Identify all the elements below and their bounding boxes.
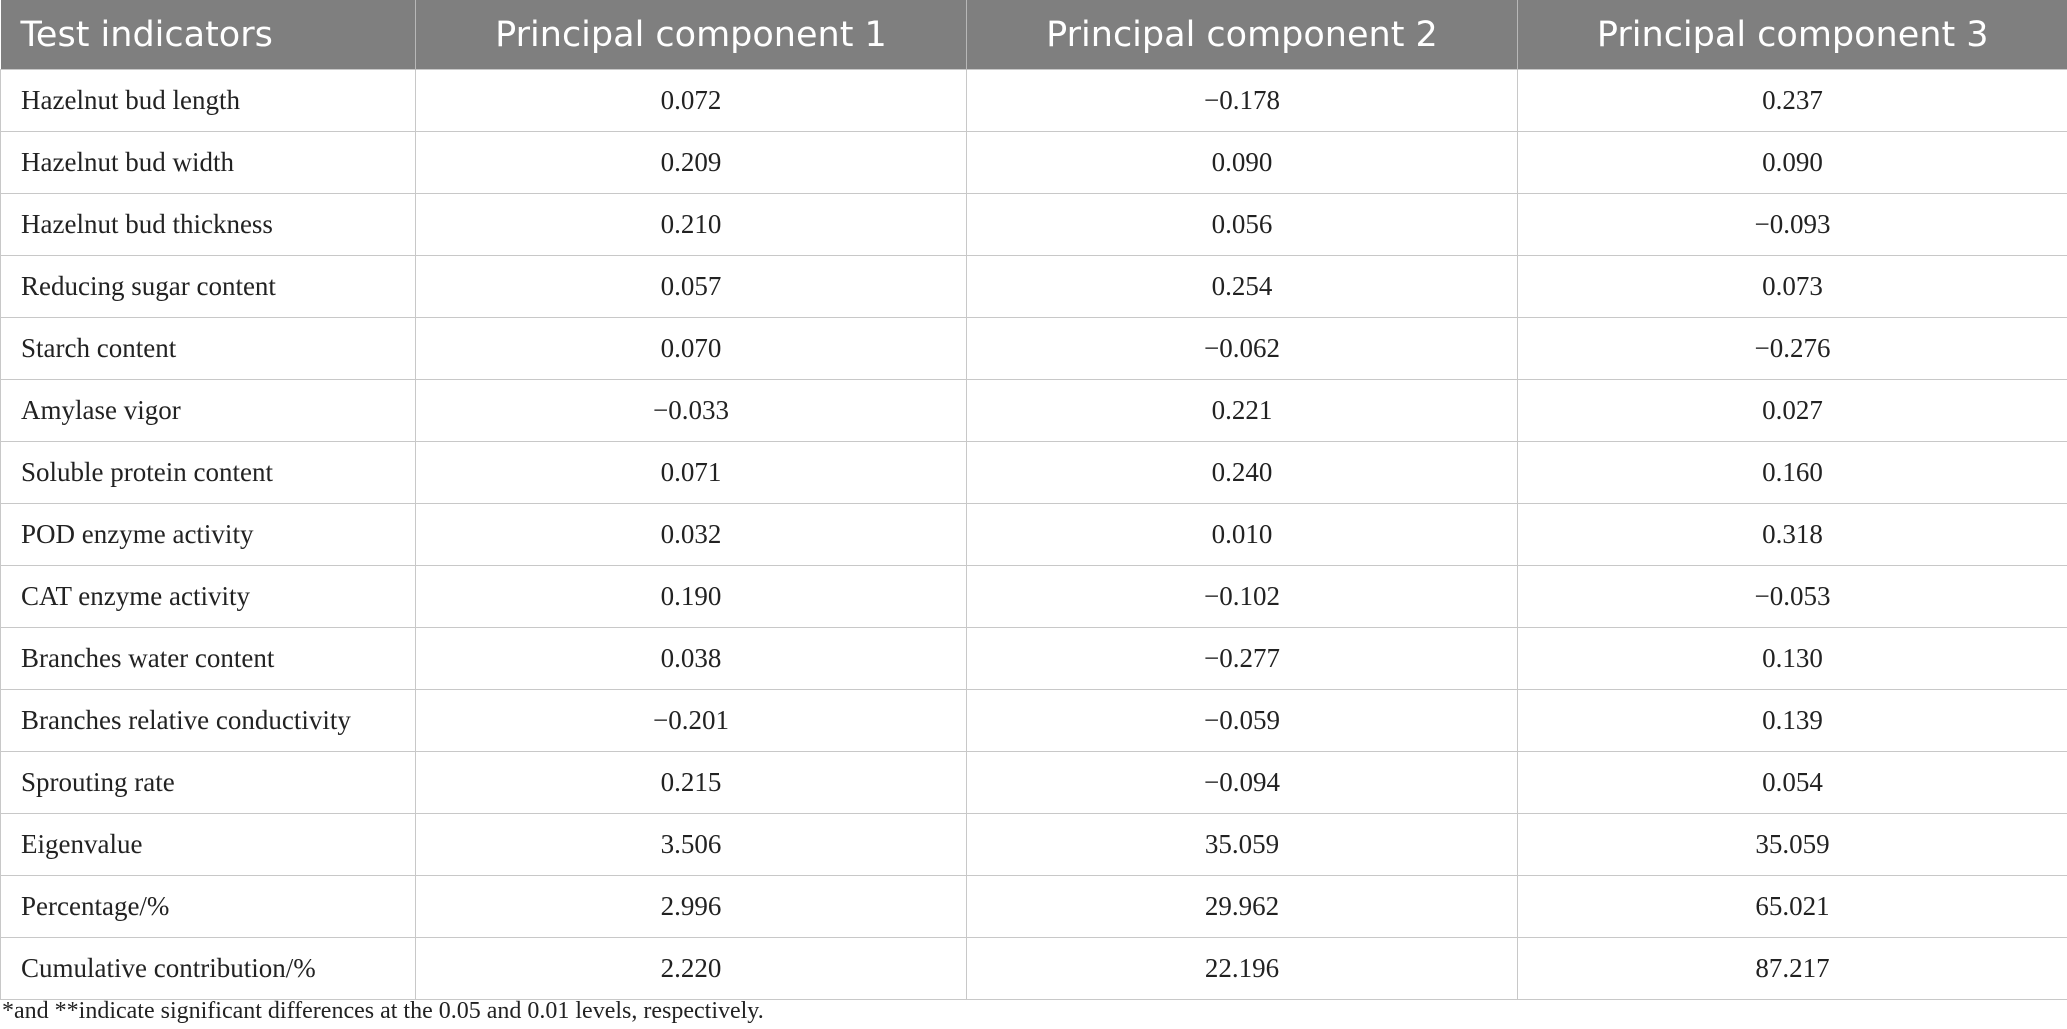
- value-cell: −0.102: [966, 565, 1518, 628]
- value-cell: 0.130: [1517, 627, 2067, 690]
- row-label-cell: Soluble protein content: [0, 441, 416, 504]
- value-cell: 87.217: [1517, 937, 2067, 1000]
- value-cell: −0.201: [415, 689, 967, 752]
- value-cell: 0.240: [966, 441, 1518, 504]
- table-row: Branches water content 0.038 −0.277 0.130: [0, 627, 2067, 690]
- row-label-cell: Hazelnut bud thickness: [0, 193, 416, 256]
- value-cell: −0.062: [966, 317, 1518, 380]
- row-label-cell: Sprouting rate: [0, 751, 416, 814]
- value-cell: −0.053: [1517, 565, 2067, 628]
- table-row: Reducing sugar content 0.057 0.254 0.073: [0, 255, 2067, 318]
- value-cell: 0.054: [1517, 751, 2067, 814]
- value-cell: −0.093: [1517, 193, 2067, 256]
- table-row: Soluble protein content 0.071 0.240 0.160: [0, 441, 2067, 504]
- value-cell: 0.318: [1517, 503, 2067, 566]
- value-cell: 0.090: [1517, 131, 2067, 194]
- table-row: CAT enzyme activity 0.190 −0.102 −0.053: [0, 565, 2067, 628]
- value-cell: 0.210: [415, 193, 967, 256]
- value-cell: 0.073: [1517, 255, 2067, 318]
- value-cell: 0.070: [415, 317, 967, 380]
- value-cell: 0.190: [415, 565, 967, 628]
- row-label-cell: Starch content: [0, 317, 416, 380]
- value-cell: 65.021: [1517, 875, 2067, 938]
- row-label-cell: Hazelnut bud length: [0, 69, 416, 132]
- value-cell: 0.160: [1517, 441, 2067, 504]
- header-test-indicators: Test indicators: [0, 0, 416, 70]
- row-label-cell: Cumulative contribution/%: [0, 937, 416, 1000]
- table-header: Test indicators Principal component 1 Pr…: [0, 0, 2067, 70]
- value-cell: 0.010: [966, 503, 1518, 566]
- table-row: Percentage/% 2.996 29.962 65.021: [0, 875, 2067, 938]
- value-cell: −0.277: [966, 627, 1518, 690]
- value-cell: 0.221: [966, 379, 1518, 442]
- value-cell: 2.220: [415, 937, 967, 1000]
- value-cell: 2.996: [415, 875, 967, 938]
- value-cell: 35.059: [1517, 813, 2067, 876]
- table-row: Branches relative conductivity −0.201 −0.0…: [0, 689, 2067, 752]
- header-principal-component-2: Principal component 2: [966, 0, 1518, 70]
- header-principal-component-1: Principal component 1: [415, 0, 967, 70]
- value-cell: 0.215: [415, 751, 967, 814]
- value-cell: 0.139: [1517, 689, 2067, 752]
- row-label-cell: Eigenvalue: [0, 813, 416, 876]
- value-cell: −0.178: [966, 69, 1518, 132]
- principal-component-table: Test indicators Principal component 1 Pr…: [0, 0, 2067, 1000]
- row-label-cell: Amylase vigor: [0, 379, 416, 442]
- value-cell: −0.033: [415, 379, 967, 442]
- row-label-cell: Reducing sugar content: [0, 255, 416, 318]
- table-row: Starch content 0.070 −0.062 −0.276: [0, 317, 2067, 380]
- value-cell: 0.090: [966, 131, 1518, 194]
- row-label-cell: Hazelnut bud width: [0, 131, 416, 194]
- value-cell: 0.072: [415, 69, 967, 132]
- value-cell: 0.209: [415, 131, 967, 194]
- value-cell: 22.196: [966, 937, 1518, 1000]
- value-cell: 0.056: [966, 193, 1518, 256]
- value-cell: 0.254: [966, 255, 1518, 318]
- row-label-cell: Branches water content: [0, 627, 416, 690]
- table-row: Hazelnut bud length 0.072 −0.178 0.237: [0, 69, 2067, 132]
- value-cell: −0.276: [1517, 317, 2067, 380]
- value-cell: 3.506: [415, 813, 967, 876]
- value-cell: −0.059: [966, 689, 1518, 752]
- table-row: Sprouting rate 0.215 −0.094 0.054: [0, 751, 2067, 814]
- row-label-cell: POD enzyme activity: [0, 503, 416, 566]
- value-cell: 0.038: [415, 627, 967, 690]
- value-cell: 0.032: [415, 503, 967, 566]
- header-principal-component-3: Principal component 3: [1517, 0, 2067, 70]
- table-row: Eigenvalue 3.506 35.059 35.059: [0, 813, 2067, 876]
- value-cell: 0.027: [1517, 379, 2067, 442]
- row-label-cell: Percentage/%: [0, 875, 416, 938]
- table-row: Cumulative contribution/% 2.220 22.196 87.2…: [0, 937, 2067, 1000]
- table-row: POD enzyme activity 0.032 0.010 0.318: [0, 503, 2067, 566]
- value-cell: 0.071: [415, 441, 967, 504]
- value-cell: −0.094: [966, 751, 1518, 814]
- row-label-cell: Branches relative conductivity: [0, 689, 416, 752]
- row-label-cell: CAT enzyme activity: [0, 565, 416, 628]
- value-cell: 0.057: [415, 255, 967, 318]
- value-cell: 35.059: [966, 813, 1518, 876]
- table-row: Amylase vigor −0.033 0.221 0.027: [0, 379, 2067, 442]
- header-row: Test indicators Principal component 1 Pr…: [0, 0, 2067, 70]
- table-row: Hazelnut bud thickness 0.210 0.056 −0.093: [0, 193, 2067, 256]
- value-cell: 0.237: [1517, 69, 2067, 132]
- table-body: Hazelnut bud length 0.072 −0.178 0.237 Hazel…: [0, 69, 2067, 1000]
- table-footnote: *and **indicate significant differences …: [2, 998, 764, 1024]
- table-row: Hazelnut bud width 0.209 0.090 0.090: [0, 131, 2067, 194]
- value-cell: 29.962: [966, 875, 1518, 938]
